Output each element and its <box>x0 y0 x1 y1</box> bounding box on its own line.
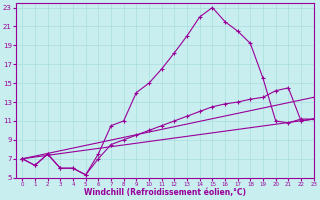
X-axis label: Windchill (Refroidissement éolien,°C): Windchill (Refroidissement éolien,°C) <box>84 188 246 197</box>
